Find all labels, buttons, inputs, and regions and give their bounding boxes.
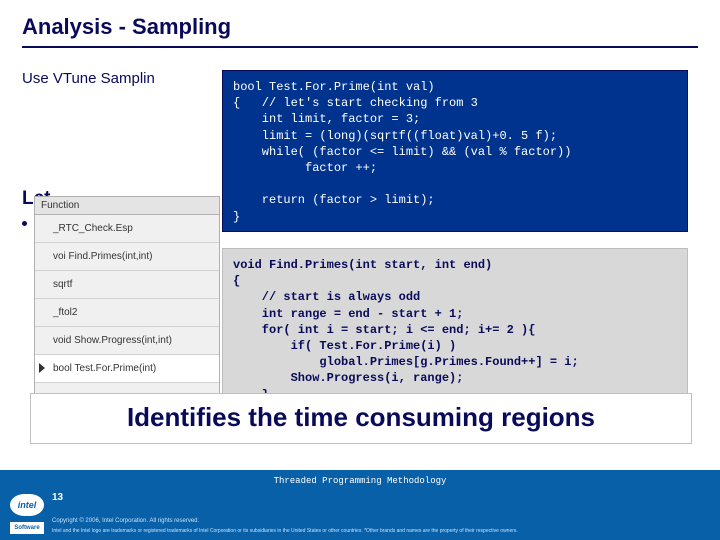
intel-logo-icon: intel	[10, 494, 44, 516]
slide: Analysis - Sampling Use VTune Samplin Le…	[0, 0, 720, 540]
profiler-row[interactable]: voi Find.Primes(int,int)	[35, 243, 219, 271]
current-row-marker-icon	[39, 363, 45, 373]
profiler-row-label: _ftol2	[53, 307, 77, 318]
software-badge: Software	[10, 522, 44, 534]
callout-box: Identifies the time consuming regions	[30, 393, 692, 444]
footer-disclaimer: Intel and the Intel logo are trademarks …	[52, 528, 518, 534]
footer-copyright: Copyright © 2006, Intel Corporation. All…	[52, 518, 199, 524]
callout-text: Identifies the time consuming regions	[45, 402, 677, 433]
footer-bar: Threaded Programming Methodology 13 inte…	[0, 470, 720, 540]
profiler-column-header[interactable]: Function	[35, 197, 219, 215]
profiler-row[interactable]: _ftol2	[35, 299, 219, 327]
profiler-row-label: sqrtf	[53, 279, 72, 290]
code-block-testforprime: bool Test.For.Prime(int val) { // let's …	[222, 70, 688, 232]
profiler-row[interactable]: _RTC_Check.Esp	[35, 215, 219, 243]
profiler-row[interactable]: void Show.Progress(int,int)	[35, 327, 219, 355]
profiler-row-label: _RTC_Check.Esp	[53, 223, 133, 234]
page-number: 13	[52, 492, 63, 503]
profiler-row[interactable]: sqrtf	[35, 271, 219, 299]
code-block-findprimes: void Find.Primes(int start, int end) { /…	[222, 248, 688, 412]
footer-course-title: Threaded Programming Methodology	[0, 470, 720, 486]
profiler-panel: Function _RTC_Check.Espvoi Find.Primes(i…	[34, 196, 220, 412]
profiler-row-label: bool Test.For.Prime(int)	[53, 363, 156, 374]
profiler-row-label: voi Find.Primes(int,int)	[53, 251, 152, 262]
bullet-icon	[22, 221, 27, 226]
profiler-row[interactable]: bool Test.For.Prime(int)	[35, 355, 219, 383]
profiler-row-label: void Show.Progress(int,int)	[53, 335, 172, 346]
slide-title: Analysis - Sampling	[0, 0, 720, 40]
